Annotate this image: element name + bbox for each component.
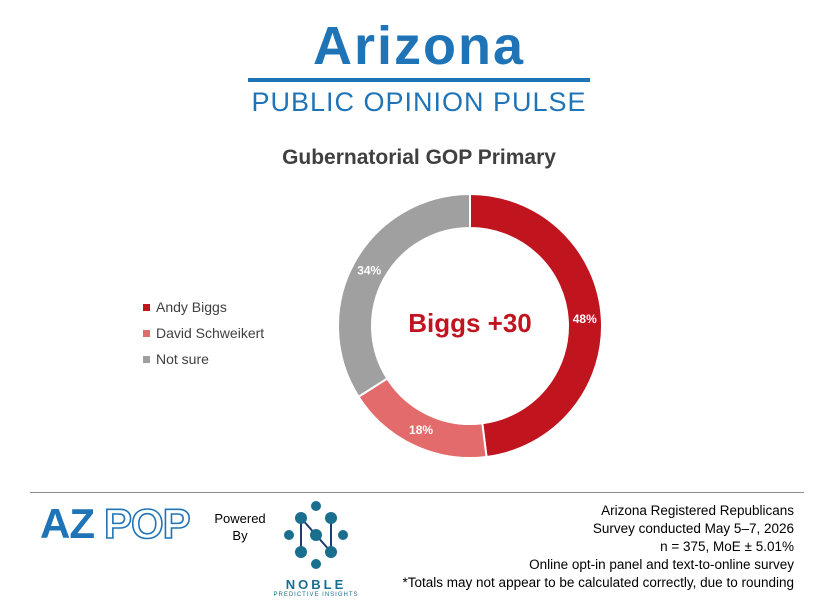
slice-label: 18% [409, 423, 433, 437]
header: Arizona PUBLIC OPINION PULSE [0, 18, 838, 116]
brand-divider [248, 78, 590, 82]
slice-not-sure [337, 192, 471, 399]
powered-by-text: Powered By [208, 510, 272, 544]
donut-chart: 48% 18% 34% Biggs +30 [337, 192, 603, 459]
note-line: n = 375, MoE ± 5.01% [660, 539, 794, 554]
legend-swatch [143, 355, 150, 363]
by-line: By [232, 528, 248, 543]
svg-text:AZ: AZ [40, 500, 94, 546]
chart-legend: Andy Biggs David Schweikert Not sure [143, 294, 264, 372]
note-line: *Totals may not appear to be calculated … [402, 575, 794, 590]
legend-label: Andy Biggs [156, 299, 227, 315]
note-line: Survey conducted May 5–7, 2026 [592, 521, 794, 536]
legend-item-david-schweikert: David Schweikert [143, 320, 264, 346]
note-line: Online opt-in panel and text-to-online s… [529, 557, 794, 572]
legend-label: Not sure [156, 351, 209, 367]
noble-tagline: PREDICTIVE INSIGHTS [273, 592, 359, 598]
slice-label: 34% [357, 264, 381, 278]
powered-line: Powered [214, 511, 266, 526]
legend-item-andy-biggs: Andy Biggs [143, 294, 264, 320]
chart-title: Gubernatorial GOP Primary [282, 146, 556, 169]
note-line: Arizona Registered Republicans [601, 503, 794, 518]
noble-logo: NOBLE PREDICTIVE INSIGHTS [268, 500, 364, 598]
noble-wordmark: NOBLE [285, 577, 347, 592]
legend-item-not-sure: Not sure [143, 346, 264, 372]
slice-andy-biggs [469, 192, 603, 459]
slice-david-schweikert [357, 377, 488, 459]
slice-label: 48% [573, 312, 597, 326]
legend-swatch [143, 303, 150, 311]
legend-label: David Schweikert [156, 325, 265, 341]
footer-divider [30, 492, 804, 493]
noble-network-icon [284, 501, 348, 569]
legend-swatch [143, 329, 150, 337]
svg-text:POP: POP [104, 500, 190, 546]
center-label: Biggs +30 [408, 308, 532, 338]
survey-notes: Arizona Registered Republicans Survey co… [403, 502, 794, 592]
brand-subtitle: PUBLIC OPINION PULSE [251, 87, 587, 117]
azpop-logo: AZ POP [40, 500, 192, 546]
brand-title: Arizona [312, 16, 526, 76]
